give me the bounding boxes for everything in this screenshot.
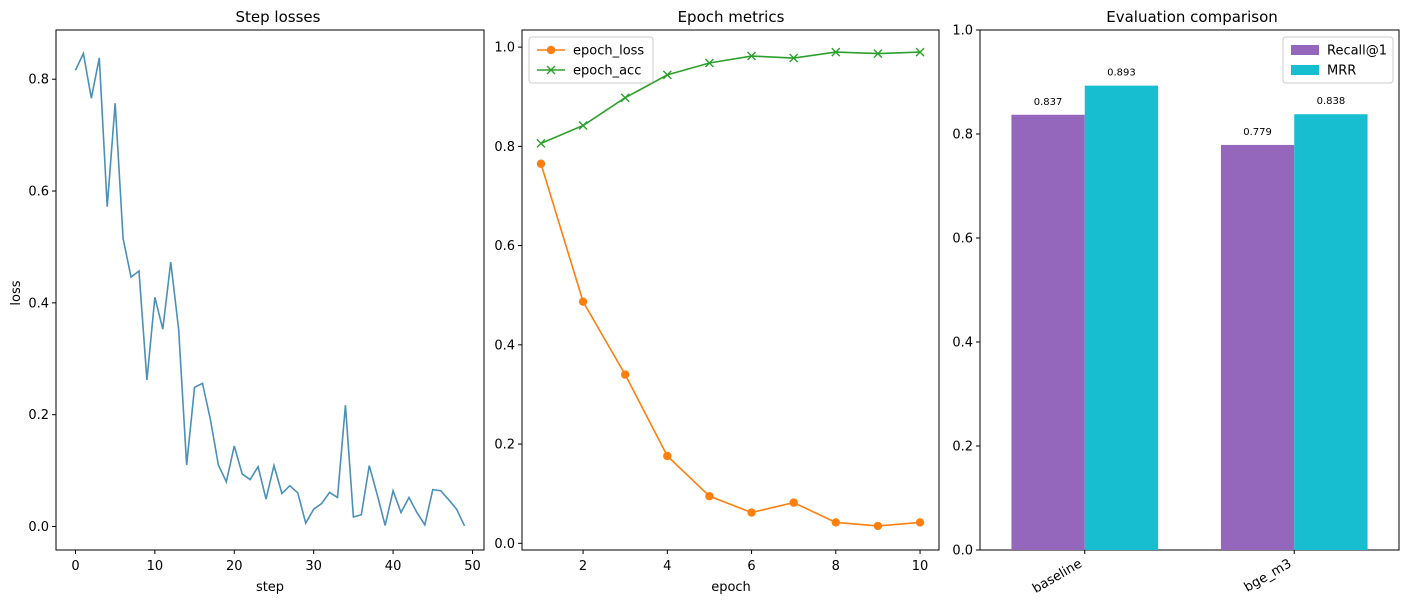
epoch_acc-legend-marker xyxy=(546,65,556,75)
epoch-metrics-panel: Epoch metrics epoch 0.0 0.2 0.4 0.6 0.8 1.0 2 4… xyxy=(494,8,940,595)
evaluation-comparison-title: Evaluation comparison xyxy=(1106,8,1278,26)
epoch_acc-point xyxy=(915,47,925,57)
epoch_loss-legend-marker xyxy=(546,45,556,55)
epoch_loss-point xyxy=(873,521,883,531)
epoch-metrics-xtick-label: 8 xyxy=(832,559,840,574)
bar-value-label: 0.838 xyxy=(1317,96,1346,107)
epoch_loss-point xyxy=(831,518,841,527)
step-losses-xlabel: step xyxy=(256,580,284,595)
epoch-metrics-ytick-label: 0.6 xyxy=(494,239,515,254)
epoch-metrics-xlabel: epoch xyxy=(711,580,751,595)
step-losses-ytick-label: 0.4 xyxy=(28,296,49,311)
evaluation-comparison-axes xyxy=(979,29,1400,551)
epoch-metrics-ytick-label: 0.4 xyxy=(494,338,515,353)
evaluation-ytick-label: 1.0 xyxy=(952,24,973,39)
step-losses-xtick-label: 0 xyxy=(71,559,79,574)
bar-value-label: 0.837 xyxy=(1034,97,1063,108)
epoch-metrics-ytick-label: 0.0 xyxy=(494,537,515,552)
step-losses-ytick-label: 0.6 xyxy=(28,185,49,200)
epoch_acc-point xyxy=(831,47,841,57)
epoch-metrics-axes xyxy=(521,29,940,551)
evaluation-xtick-label: baseline xyxy=(1030,556,1085,596)
epoch_loss-point xyxy=(915,518,925,527)
epoch_acc-point xyxy=(620,93,630,103)
epoch-metrics-xtick-label: 10 xyxy=(912,559,929,574)
epoch-metrics-ytick-label: 0.2 xyxy=(494,438,515,453)
evaluation-ytick-label: 0.4 xyxy=(952,336,973,351)
epoch_acc-point xyxy=(873,49,883,59)
step-losses-ytick-label: 0.2 xyxy=(28,408,49,423)
step-losses-ytick-label: 0.0 xyxy=(28,520,49,535)
step-losses-ytick-label: 0.8 xyxy=(28,73,49,88)
recall-1-bar-baseline xyxy=(1011,114,1085,550)
epoch_loss-point xyxy=(578,297,588,306)
epoch_loss-point xyxy=(620,370,630,379)
epoch_acc-point xyxy=(704,58,714,68)
epoch_acc-legend-label: epoch_acc xyxy=(573,64,641,79)
mrr-bar-bge_m3 xyxy=(1294,114,1368,551)
epoch_loss-point xyxy=(789,498,798,507)
epoch_acc-line xyxy=(540,51,921,145)
epoch-metrics-title: Epoch metrics xyxy=(678,8,785,26)
evaluation-comparison-panel: Evaluation comparison 0.0 0.2 0.4 0.6 0.8 1.0… xyxy=(952,8,1400,597)
step-losses-xtick-label: 40 xyxy=(385,559,402,574)
recall-1-bar-bge_m3 xyxy=(1220,144,1295,551)
evaluation-ytick-label: 0.6 xyxy=(952,232,973,247)
epoch_loss-point xyxy=(705,491,714,501)
epoch_loss-point xyxy=(536,159,546,168)
epoch-metrics-ytick-label: 1.0 xyxy=(494,41,515,56)
epoch-metrics-xtick-label: 2 xyxy=(579,559,587,574)
epoch_acc-point xyxy=(747,51,757,61)
epoch_acc-point xyxy=(662,70,672,80)
epoch_loss-legend-label: epoch_loss xyxy=(573,44,644,59)
epoch_acc-point xyxy=(536,138,546,148)
epoch-metrics-xtick-label: 6 xyxy=(747,559,755,574)
bar-value-label: 0.893 xyxy=(1107,68,1136,79)
epoch-legend-box xyxy=(528,36,654,84)
evaluation-xtick-label: bge_m3 xyxy=(1242,556,1294,595)
step-losses-xtick-label: 50 xyxy=(464,559,481,574)
epoch_loss-line xyxy=(540,163,921,527)
mrr-bar-baseline xyxy=(1084,85,1159,550)
loss-series-line xyxy=(74,50,466,527)
epoch-metrics-ytick-label: 0.8 xyxy=(494,140,515,155)
epoch_loss-point xyxy=(747,508,756,517)
mrr-legend-swatch xyxy=(1291,65,1319,75)
mrr-legend-label: MRR xyxy=(1327,64,1356,79)
step-losses-xtick-label: 30 xyxy=(305,559,322,574)
step-losses-ylabel: loss xyxy=(9,280,24,305)
epoch_acc-point xyxy=(578,121,588,131)
step-losses-xtick-label: 20 xyxy=(226,559,243,574)
step-losses-panel: Step losses step loss 0.0 0.2 0.4 0.6 0.8 0 10… xyxy=(9,8,485,595)
recall-1-legend-label: Recall@1 xyxy=(1327,44,1387,59)
step-losses-xtick-label: 10 xyxy=(147,559,164,574)
recall-1-legend-swatch xyxy=(1291,45,1319,55)
epoch_loss-point xyxy=(663,451,672,461)
step-losses-axes xyxy=(55,29,485,551)
evaluation-ytick-label: 0.0 xyxy=(952,544,973,559)
step-losses-title: Step losses xyxy=(236,8,321,26)
bar-value-label: 0.779 xyxy=(1243,127,1272,138)
evaluation-ytick-label: 0.2 xyxy=(952,440,973,455)
epoch-metrics-xtick-label: 4 xyxy=(663,559,671,574)
epoch_acc-point xyxy=(789,53,799,63)
evaluation-ytick-label: 0.8 xyxy=(952,128,973,143)
